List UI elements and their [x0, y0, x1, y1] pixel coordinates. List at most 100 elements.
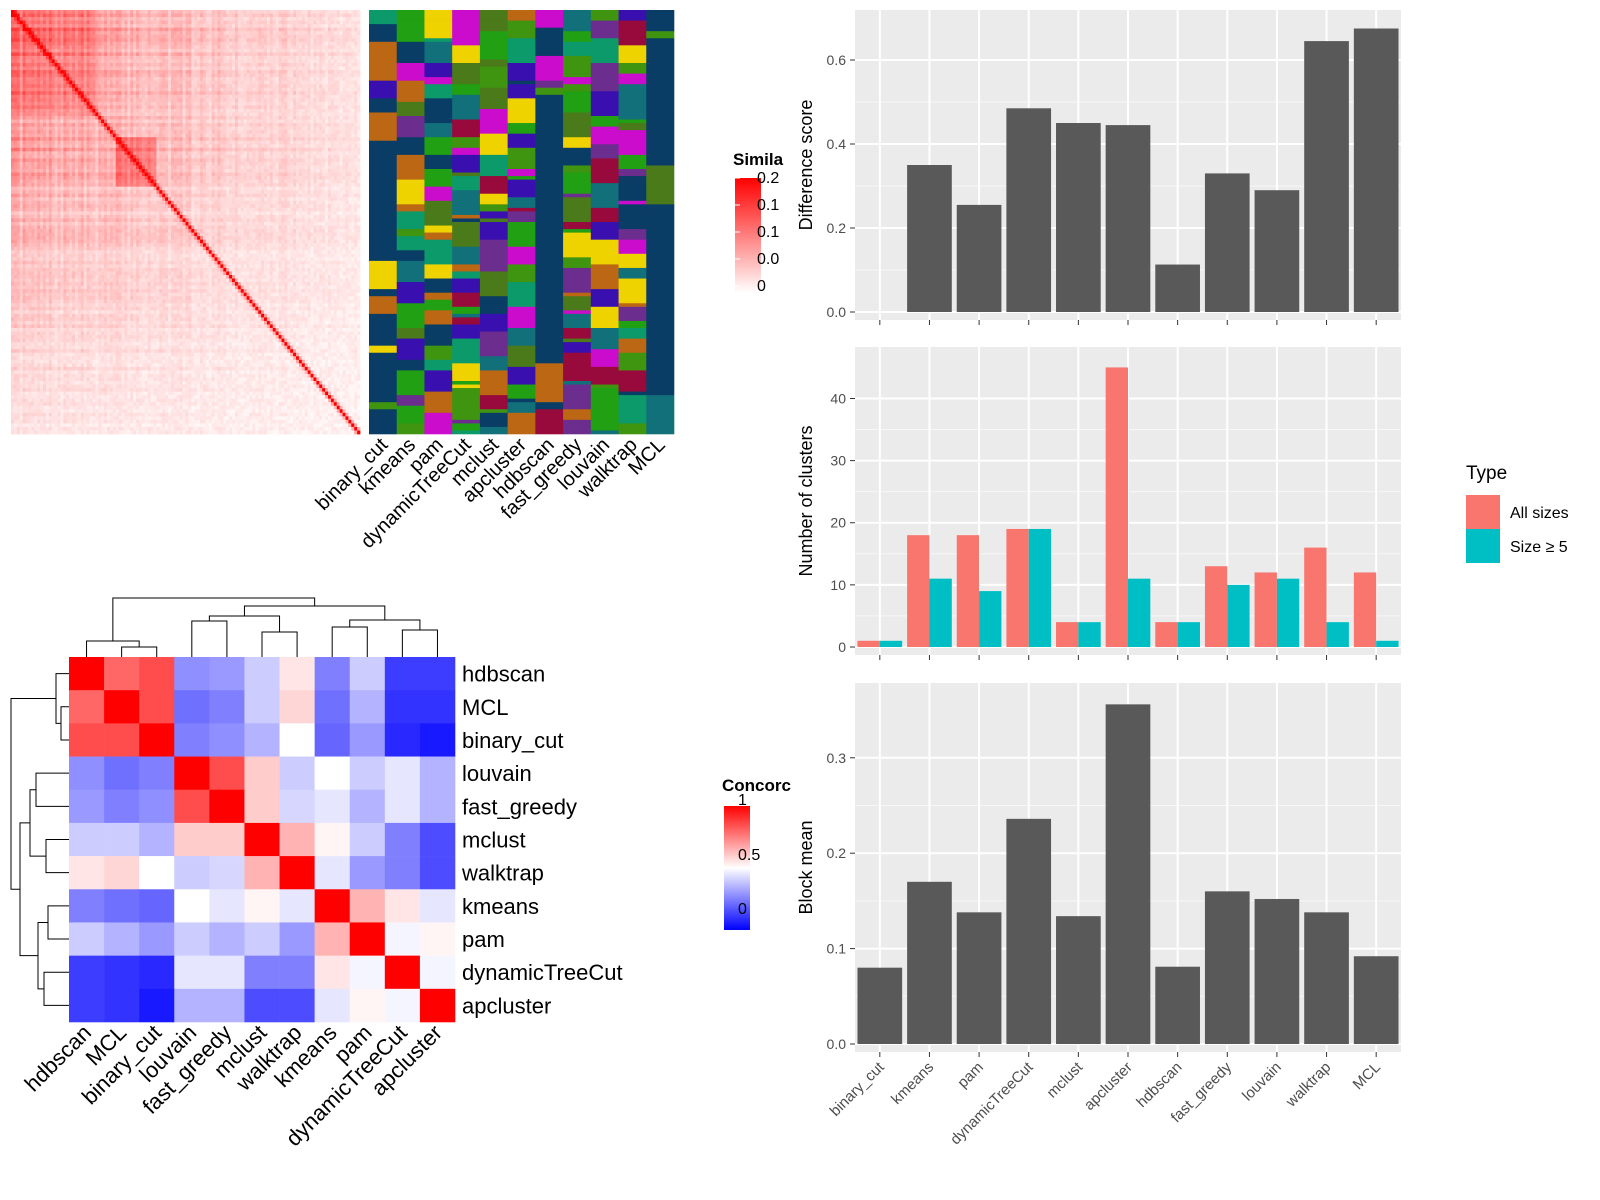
similarity-cell [313, 137, 316, 141]
similarity-cell [139, 105, 142, 109]
similarity-cell [255, 102, 258, 106]
similarity-cell [247, 21, 250, 25]
similarity-cell [95, 120, 98, 124]
similarity-cell [249, 28, 252, 32]
similarity-cell [101, 105, 104, 109]
similarity-cell [34, 70, 37, 74]
similarity-cell [247, 67, 250, 71]
similarity-cell [81, 84, 84, 88]
similarity-cell [69, 144, 72, 148]
similarity-cell [258, 70, 261, 74]
similarity-cell [148, 52, 151, 56]
similarity-cell [148, 59, 151, 63]
similarity-cell [186, 38, 189, 42]
similarity-cell [328, 59, 331, 63]
similarity-cell [244, 52, 247, 56]
similarity-cell [194, 63, 197, 67]
similarity-cell [206, 74, 209, 78]
similarity-cell [203, 28, 206, 32]
similarity-cell [305, 141, 308, 145]
similarity-cell [142, 112, 145, 116]
similarity-cell [52, 67, 55, 71]
similarity-cell [290, 141, 293, 145]
similarity-cell [249, 120, 252, 124]
similarity-cell [60, 52, 63, 56]
similarity-cell [270, 102, 273, 106]
similarity-cell [151, 151, 154, 155]
similarity-cell [351, 148, 354, 152]
similarity-cell [244, 21, 247, 25]
similarity-cell [340, 28, 343, 32]
similarity-cell [203, 63, 206, 67]
similarity-cell [255, 84, 258, 88]
similarity-cell [28, 42, 31, 46]
similarity-cell [49, 42, 52, 46]
similarity-cell [52, 31, 55, 35]
similarity-cell [177, 42, 180, 46]
similarity-cell [258, 21, 261, 25]
similarity-cell [11, 17, 14, 21]
similarity-cell [284, 70, 287, 74]
similarity-cell [217, 31, 220, 35]
similarity-cell [110, 24, 113, 28]
similarity-cell [58, 67, 61, 71]
similarity-cell [69, 28, 72, 32]
similarity-cell [151, 141, 154, 145]
similarity-cell [217, 98, 220, 102]
similarity-cell [302, 141, 305, 145]
similarity-cell [159, 148, 162, 152]
similarity-cell [340, 134, 343, 138]
similarity-cell [340, 56, 343, 60]
similarity-cell [325, 127, 328, 131]
similarity-cell [101, 148, 104, 152]
similarity-cell [244, 144, 247, 148]
similarity-cell [340, 88, 343, 92]
similarity-cell [311, 144, 314, 148]
similarity-cell [133, 105, 136, 109]
similarity-cell [343, 31, 346, 35]
similarity-cell [212, 144, 215, 148]
similarity-cell [252, 52, 255, 56]
similarity-cell [78, 67, 81, 71]
similarity-cell [238, 109, 241, 113]
similarity-cell [154, 137, 157, 141]
similarity-cell [296, 81, 299, 85]
similarity-cell [151, 67, 154, 71]
similarity-cell [186, 127, 189, 131]
similarity-cell [84, 81, 87, 85]
similarity-cell [279, 56, 282, 60]
similarity-cell [58, 120, 61, 124]
similarity-cell [249, 112, 252, 116]
similarity-cell [232, 52, 235, 56]
similarity-cell [72, 14, 75, 18]
similarity-cell [46, 123, 49, 127]
similarity-cell [264, 42, 267, 46]
similarity-cell [305, 81, 308, 85]
similarity-cell [252, 45, 255, 49]
similarity-cell [241, 14, 244, 18]
similarity-cell [63, 120, 66, 124]
similarity-cell [197, 144, 200, 148]
similarity-cell [142, 98, 145, 102]
similarity-cell [249, 137, 252, 141]
similarity-cell [17, 70, 20, 74]
similarity-cell [122, 151, 125, 155]
similarity-cell [180, 120, 183, 124]
similarity-cell [180, 21, 183, 25]
similarity-cell [299, 102, 302, 106]
similarity-cell [171, 123, 174, 127]
similarity-cell [343, 134, 346, 138]
similarity-cell [316, 52, 319, 56]
similarity-cell [229, 155, 232, 159]
similarity-cell [156, 10, 159, 14]
similarity-cell [249, 52, 252, 56]
similarity-cell [186, 123, 189, 127]
similarity-cell [156, 144, 159, 148]
similarity-cell [130, 49, 133, 53]
similarity-cell [325, 10, 328, 14]
similarity-cell [302, 28, 305, 32]
similarity-cell [255, 144, 258, 148]
similarity-cell [40, 116, 43, 120]
similarity-cell [325, 88, 328, 92]
similarity-cell [55, 10, 58, 14]
